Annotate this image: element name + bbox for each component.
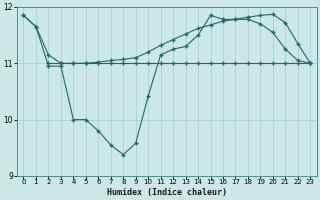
X-axis label: Humidex (Indice chaleur): Humidex (Indice chaleur) <box>107 188 227 197</box>
